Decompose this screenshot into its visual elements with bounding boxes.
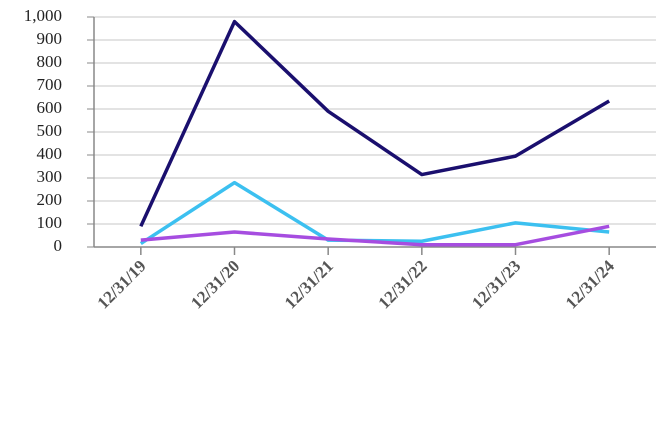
y-tick-label: 0 bbox=[54, 236, 63, 255]
y-tick-label: 300 bbox=[37, 167, 63, 186]
y-tick-label: 100 bbox=[37, 213, 63, 232]
y-tick-label: 600 bbox=[37, 98, 63, 117]
x-tick-label: 12/31/23 bbox=[468, 256, 524, 312]
y-tick-label: 400 bbox=[37, 144, 63, 163]
y-tick-label: 200 bbox=[37, 190, 63, 209]
x-tick-label: 12/31/20 bbox=[187, 256, 243, 312]
series-line bbox=[139, 19, 611, 228]
x-tick-label: 12/31/24 bbox=[562, 256, 619, 313]
x-tick-label: 12/31/21 bbox=[281, 256, 337, 312]
x-tick-label: 12/31/22 bbox=[374, 256, 430, 312]
y-tick-label: 1,000 bbox=[24, 6, 62, 25]
y-tick-label: 800 bbox=[37, 52, 63, 71]
y-tick-label: 700 bbox=[37, 75, 63, 94]
y-tick-label: 500 bbox=[37, 121, 63, 140]
series-line bbox=[140, 224, 610, 247]
x-tick-label: 12/31/19 bbox=[93, 256, 149, 312]
y-tick-label: 900 bbox=[37, 29, 63, 48]
